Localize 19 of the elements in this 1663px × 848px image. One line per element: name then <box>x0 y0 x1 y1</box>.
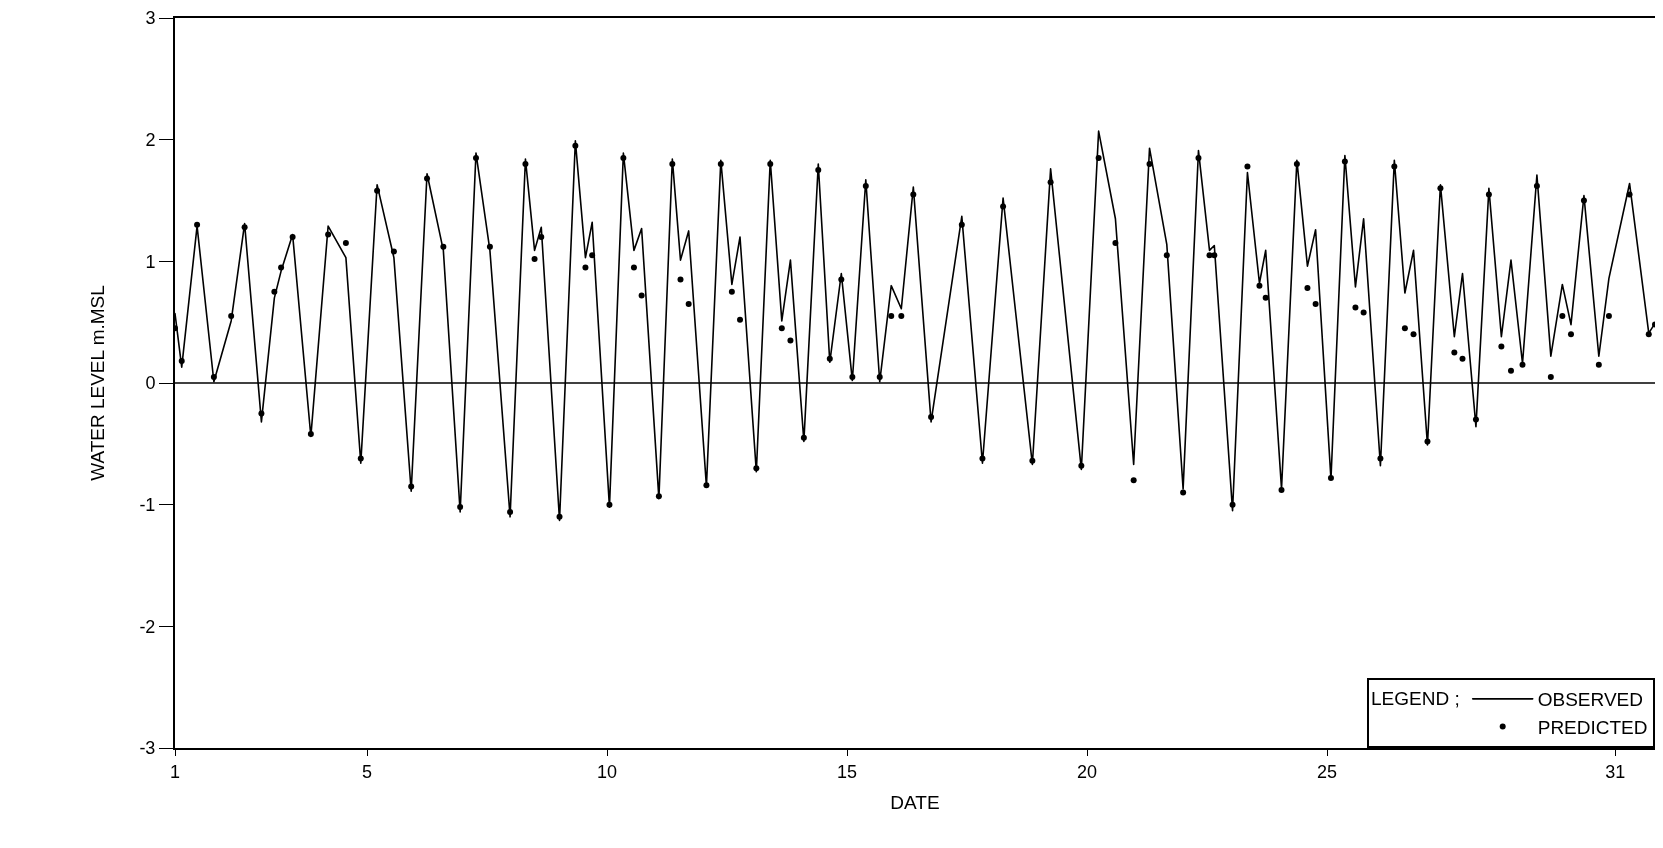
y-tick-label: -2 <box>139 616 156 637</box>
x-tick-label: 15 <box>837 761 858 782</box>
y-tick-label: 1 <box>145 251 156 272</box>
y-tick-label: -1 <box>139 494 156 515</box>
x-tick-label: 31 <box>1605 761 1626 782</box>
x-tick-label: 25 <box>1317 761 1338 782</box>
x-axis-title: DATE <box>890 791 940 813</box>
x-tick-label: 20 <box>1077 761 1098 782</box>
y-tick-label: -3 <box>139 738 156 759</box>
y-tick-label: 3 <box>145 8 156 29</box>
y-tick-label: 2 <box>145 129 156 150</box>
y-tick-label: 0 <box>145 373 156 394</box>
x-tick-label: 10 <box>597 761 618 782</box>
x-tick-label: 5 <box>362 761 373 782</box>
legend-label: OBSERVED <box>1537 689 1643 711</box>
legend-label: PREDICTED <box>1537 716 1648 738</box>
y-axis-title: WATER LEVEL m.MSL <box>86 285 108 481</box>
x-tick-label: 1 <box>169 761 181 782</box>
legend-title: LEGEND ; <box>1371 687 1460 709</box>
